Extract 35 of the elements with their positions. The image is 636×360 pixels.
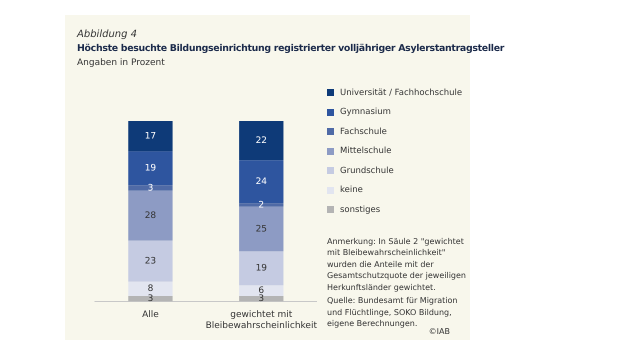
data-label: 28 bbox=[144, 210, 156, 221]
data-label: 24 bbox=[256, 177, 268, 188]
data-label: 2 bbox=[258, 200, 264, 210]
text: Abbildung 4 bbox=[77, 29, 138, 40]
data-label: 3 bbox=[258, 294, 264, 304]
chart-title: Höchste besuchte Bildungseinrichtung registrierter volljähriger Asylerstantragsteller bbox=[77, 43, 504, 54]
bar bbox=[128, 120, 173, 152]
legend-label: Grundschule bbox=[340, 166, 394, 176]
source-note: Quelle: Bundesamt für Migration und Flüchtlinge, SOKO Bildung, eigene Berechnungen. bbox=[327, 296, 458, 328]
text: ©IAB bbox=[428, 327, 450, 336]
data-label: 17 bbox=[144, 131, 156, 142]
x-tick-label: gewichtet mit Bleibewahrscheinlichkeit bbox=[206, 310, 318, 331]
data-label: 8 bbox=[148, 284, 154, 294]
chart-subtitle: Angaben in Prozent bbox=[77, 58, 165, 68]
legend-label: Gymnasium bbox=[340, 107, 391, 118]
bar bbox=[239, 120, 284, 160]
bar bbox=[239, 251, 284, 286]
x-tick-label: Alle bbox=[142, 310, 160, 320]
bar bbox=[128, 240, 173, 282]
data-label: 3 bbox=[148, 294, 154, 304]
data-label: 19 bbox=[144, 164, 156, 174]
legend-label: Fachschule bbox=[340, 126, 387, 137]
text: Anmerkung: In Säule 2 "gewichtet mit Bleibewahrscheinlichkeit" wurden die Anteile mit der Gesamtschutzquote der jeweiligen Herkunftsländer gewichtet. bbox=[327, 236, 467, 293]
bar bbox=[128, 151, 173, 186]
data-label: 25 bbox=[256, 224, 268, 234]
legend-label: keine bbox=[340, 185, 363, 196]
data-label: 22 bbox=[256, 136, 268, 146]
bar bbox=[128, 190, 173, 241]
legend-label: sonstiges bbox=[340, 204, 380, 215]
data-label: 3 bbox=[148, 183, 154, 194]
legend-label: Mittelschule bbox=[340, 146, 392, 156]
data-label: 19 bbox=[256, 264, 268, 274]
legend-label: Universität / Fachhochschule bbox=[340, 88, 462, 98]
bar bbox=[239, 206, 284, 252]
data-label: 23 bbox=[144, 256, 156, 267]
